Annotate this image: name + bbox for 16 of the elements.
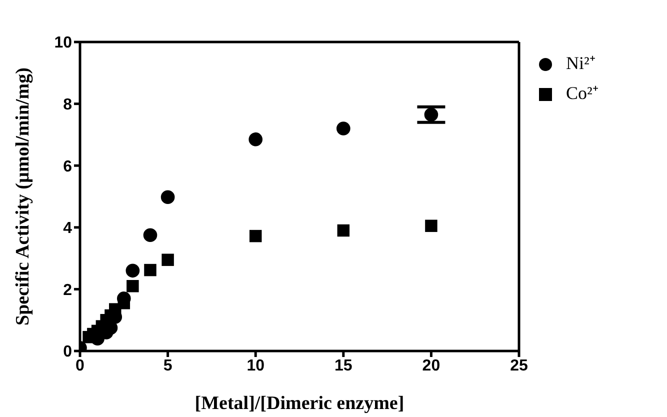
y-axis-title: Specific Activity (µmol/min/mg) bbox=[12, 68, 34, 326]
x-tick-label: 10 bbox=[246, 357, 265, 374]
x-tick-label: 20 bbox=[422, 357, 440, 374]
x-axis-title: [Metal]/[Dimeric enzyme] bbox=[194, 393, 404, 414]
legend-label: Ni²⁺ bbox=[566, 53, 596, 73]
y-tick-label: 6 bbox=[63, 158, 72, 176]
x-tick-label: 25 bbox=[510, 357, 528, 374]
x-tick-label: 15 bbox=[334, 357, 352, 374]
y-tick-label: 0 bbox=[63, 344, 72, 361]
y-tick-label: 2 bbox=[63, 282, 72, 299]
y-tick-label: 10 bbox=[54, 34, 72, 52]
legend-label: Co²⁺ bbox=[566, 83, 598, 103]
y-tick-label: 4 bbox=[63, 220, 72, 238]
x-tick-label: 5 bbox=[163, 357, 172, 374]
x-tick-label: 0 bbox=[76, 357, 85, 374]
y-tick-label: 8 bbox=[63, 96, 72, 114]
